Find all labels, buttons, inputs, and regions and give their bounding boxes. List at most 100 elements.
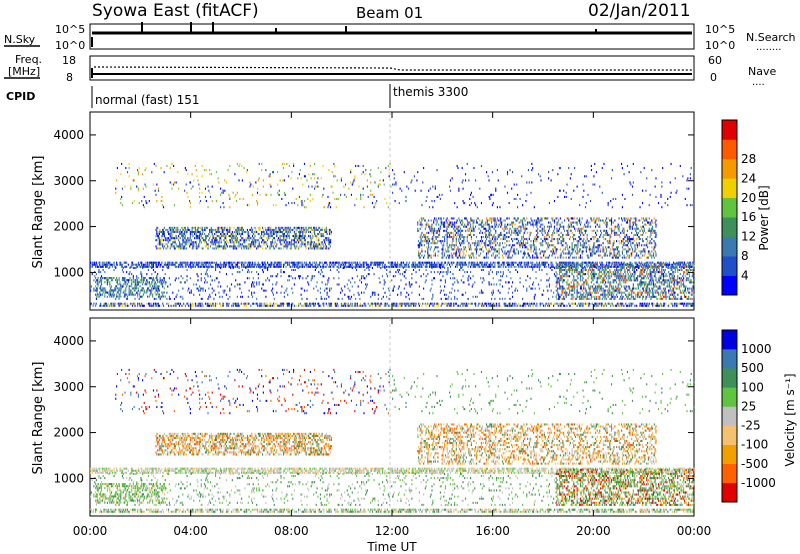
power-cell	[447, 248, 449, 251]
power-cell	[559, 217, 561, 220]
power-cell	[330, 239, 332, 242]
power-cell	[433, 304, 436, 307]
power-cell	[632, 238, 634, 241]
power-cell	[642, 304, 644, 307]
power-cell	[319, 261, 321, 264]
power-cell	[671, 265, 673, 268]
power-cell	[232, 235, 234, 238]
power-cell	[512, 263, 514, 266]
power-cell	[272, 263, 275, 266]
power-cell	[600, 302, 603, 305]
power-cell	[173, 241, 176, 244]
power-cell	[116, 281, 118, 284]
power-cell	[591, 261, 593, 264]
power-cell	[507, 265, 509, 268]
power-cell	[601, 265, 603, 268]
power-cell	[495, 256, 497, 259]
power-cell	[173, 304, 175, 307]
power-cell	[349, 261, 351, 264]
power-cell	[472, 252, 474, 255]
power-cell	[541, 219, 543, 222]
power-cell	[600, 254, 602, 257]
power-cell	[470, 246, 472, 249]
power-cell	[402, 261, 405, 264]
power-cell	[672, 263, 674, 266]
power-cell	[172, 230, 174, 233]
power-cell	[101, 265, 103, 268]
power-cell	[589, 302, 591, 305]
power-cell	[476, 242, 478, 245]
power-cell	[162, 230, 164, 233]
power-cell	[444, 225, 446, 228]
power-cell	[560, 252, 562, 255]
power-cell	[202, 304, 204, 307]
power-cell	[283, 302, 285, 305]
power-cell	[316, 237, 318, 240]
power-cell	[209, 230, 211, 233]
nave-label: Nave	[748, 65, 776, 78]
power-cell	[594, 302, 596, 305]
power-cell	[267, 265, 269, 268]
power-cell	[122, 291, 124, 294]
power-cell	[464, 263, 466, 266]
power-cell	[566, 304, 568, 307]
power-cell	[633, 217, 635, 220]
nsearch-label: N.Search	[746, 31, 796, 44]
power-cell	[440, 261, 442, 264]
power-cell	[606, 231, 608, 234]
power-cell	[367, 265, 369, 268]
power-cell	[235, 235, 238, 238]
power-cell	[475, 240, 477, 243]
power-cell	[415, 304, 417, 307]
power-cell	[110, 263, 112, 266]
power-cell	[444, 233, 446, 236]
power-cell	[273, 243, 275, 246]
power-cell	[652, 302, 654, 305]
power-cell	[579, 233, 582, 236]
power-cell	[632, 235, 634, 239]
power-cell	[162, 283, 164, 286]
power-cell	[323, 235, 325, 238]
power-cell	[255, 241, 257, 244]
power-cell	[168, 302, 170, 305]
power-cell	[679, 302, 681, 305]
power-cell	[283, 233, 285, 236]
power-cell	[193, 265, 195, 268]
power-cell	[170, 230, 172, 233]
power-cell	[533, 302, 535, 305]
power-cell	[376, 261, 378, 264]
power-cell	[163, 235, 165, 238]
power-cell	[354, 261, 356, 264]
power-cell	[511, 254, 514, 257]
power-cell	[621, 263, 623, 266]
power-cell	[179, 261, 181, 264]
power-cell	[657, 304, 659, 307]
power-cell	[598, 304, 600, 307]
power-cell	[251, 261, 254, 264]
power-cell	[506, 304, 508, 307]
power-cell	[536, 254, 538, 257]
power-cell	[335, 261, 337, 264]
power-cell	[447, 261, 449, 264]
power-cell	[489, 263, 491, 266]
power-cell	[247, 245, 249, 248]
power-cell	[428, 256, 430, 259]
power-cell	[182, 265, 184, 268]
power-cell	[543, 225, 545, 228]
power-cell	[329, 233, 331, 236]
power-cell	[219, 239, 221, 242]
power-cell	[194, 265, 196, 268]
power-cell	[516, 227, 519, 230]
power-cell	[605, 233, 607, 236]
power-cell	[303, 230, 306, 233]
power-cell	[261, 233, 263, 236]
power-cell	[184, 235, 186, 238]
power-cell	[419, 223, 421, 226]
power-cell	[564, 246, 566, 249]
power-cell	[175, 243, 177, 246]
power-cell	[354, 304, 356, 307]
power-cell	[559, 225, 561, 228]
power-cell	[591, 254, 593, 257]
power-cell	[371, 302, 374, 305]
power-cell	[510, 304, 512, 307]
